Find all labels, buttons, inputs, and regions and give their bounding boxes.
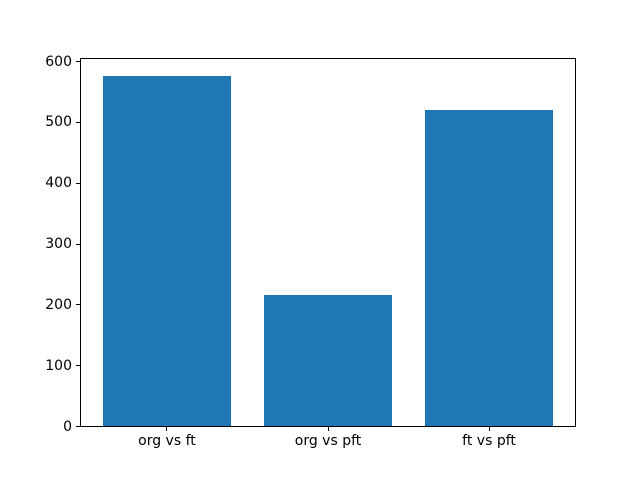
y-tick-mark: [76, 426, 80, 427]
y-tick-label: 0: [63, 418, 72, 435]
bar-org-vs-pft: [263, 295, 393, 427]
bar-ft-vs-pft: [424, 109, 554, 427]
x-tick-label: org vs pft: [294, 432, 362, 449]
y-tick-label: 100: [45, 357, 72, 374]
y-tick-mark: [76, 61, 80, 63]
x-tick-mark: [166, 427, 168, 431]
bar-org-vs-ft: [102, 75, 232, 427]
plot-frame: [80, 58, 576, 427]
y-tick-mark: [76, 182, 80, 184]
y-tick-label: 200: [45, 296, 72, 313]
y-tick-mark: [76, 121, 80, 123]
y-tick-mark: [76, 243, 80, 245]
y-tick-mark: [76, 304, 80, 306]
y-tick-mark: [76, 365, 80, 367]
y-tick-label: 400: [45, 175, 72, 192]
x-tick-mark: [327, 427, 329, 431]
y-tick-label: 600: [45, 53, 72, 70]
y-tick-label: 500: [45, 114, 72, 131]
x-tick-mark: [488, 427, 490, 431]
x-tick-label: ft vs pft: [462, 432, 516, 449]
x-tick-label: org vs ft: [138, 432, 196, 449]
y-tick-label: 300: [45, 236, 72, 253]
